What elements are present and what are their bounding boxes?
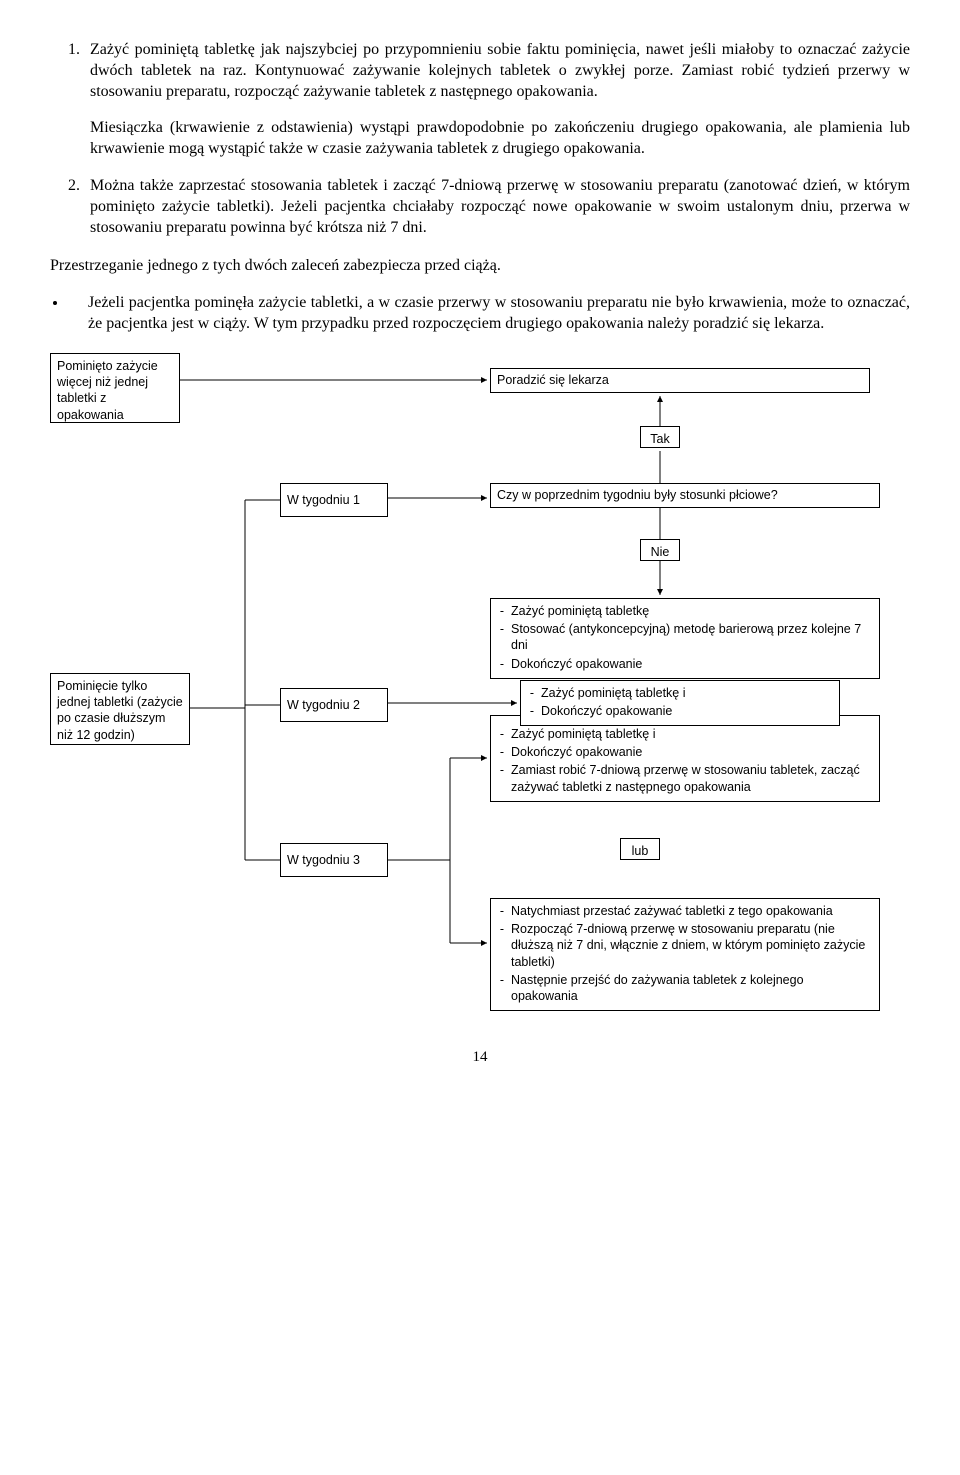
node-instructions-d: Natychmiast przestać zażywać tabletki z …	[490, 898, 880, 1012]
page-number: 14	[50, 1048, 910, 1068]
node-c-i1: Zażyć pominiętą tabletkę i	[511, 726, 873, 742]
node-d-i2: Rozpocząć 7-dniową przerwę w stosowaniu …	[511, 921, 873, 970]
node-week-2: W tygodniu 2	[280, 688, 388, 722]
bullet-item: Jeżeli pacjentka pominęła zażycie tablet…	[68, 293, 910, 335]
node-week-3-label: W tygodniu 3	[287, 852, 360, 868]
node-consult-doctor: Poradzić się lekarza	[490, 368, 870, 393]
node-a-i1: Zażyć pominiętą tabletkę	[511, 603, 873, 619]
node-question-label: Czy w poprzednim tygodniu były stosunki …	[497, 487, 778, 503]
li1-p1: Zażyć pominiętą tabletkę jak najszybciej…	[90, 40, 910, 102]
node-week-1-label: W tygodniu 1	[287, 492, 360, 508]
li1-p2: Miesiączka (krwawienie z odstawienia) wy…	[90, 118, 910, 160]
node-or: lub	[620, 838, 660, 860]
node-week-2-label: W tygodniu 2	[287, 697, 360, 713]
node-c-i3: Zamiast robić 7-dniową przerwę w stosowa…	[511, 762, 873, 795]
li2-p1: Można także zaprzestać stosowania tablet…	[90, 176, 910, 238]
node-question: Czy w poprzednim tygodniu były stosunki …	[490, 483, 880, 508]
node-missed-one: Pominięcie tylko jednej tabletki (zażyci…	[50, 673, 190, 745]
node-a-i3: Dokończyć opakowanie	[511, 656, 873, 672]
node-yes: Tak	[640, 426, 680, 448]
node-missed-multiple: Pominięto zażycie więcej niż jednej tabl…	[50, 353, 180, 423]
node-instructions-c: Zażyć pominiętą tabletkę i Dokończyć opa…	[490, 715, 880, 802]
bullet-list: Jeżeli pacjentka pominęła zażycie tablet…	[50, 293, 910, 335]
node-missed-one-label: Pominięcie tylko jednej tabletki (zażyci…	[57, 679, 183, 742]
node-a-i2: Stosować (antykoncepcyjną) metodę barier…	[511, 621, 873, 654]
list-item-2: Można także zaprzestać stosowania tablet…	[84, 176, 910, 238]
node-b-i1: Zażyć pominiętą tabletkę i	[541, 685, 833, 701]
node-week-1: W tygodniu 1	[280, 483, 388, 517]
node-no-label: Nie	[651, 545, 670, 559]
node-b-i2: Dokończyć opakowanie	[541, 703, 833, 719]
node-c-i2: Dokończyć opakowanie	[511, 744, 873, 760]
node-consult-doctor-label: Poradzić się lekarza	[497, 372, 609, 388]
between-sentence: Przestrzeganie jednego z tych dwóch zale…	[50, 256, 910, 277]
numbered-list: Zażyć pominiętą tabletkę jak najszybciej…	[50, 40, 910, 238]
node-d-i1: Natychmiast przestać zażywać tabletki z …	[511, 903, 873, 919]
node-instructions-a: Zażyć pominiętą tabletkę Stosować (antyk…	[490, 598, 880, 679]
node-no: Nie	[640, 539, 680, 561]
node-d-i3: Następnie przejść do zażywania tabletek …	[511, 972, 873, 1005]
list-item-1: Zażyć pominiętą tabletkę jak najszybciej…	[84, 40, 910, 160]
node-instructions-b: Zażyć pominiętą tabletkę i Dokończyć opa…	[520, 680, 840, 727]
node-week-3: W tygodniu 3	[280, 843, 388, 877]
flowchart: Pominięto zażycie więcej niż jednej tabl…	[50, 353, 910, 1023]
node-missed-multiple-label: Pominięto zażycie więcej niż jednej tabl…	[57, 359, 158, 422]
node-or-label: lub	[632, 844, 649, 858]
node-yes-label: Tak	[650, 432, 669, 446]
